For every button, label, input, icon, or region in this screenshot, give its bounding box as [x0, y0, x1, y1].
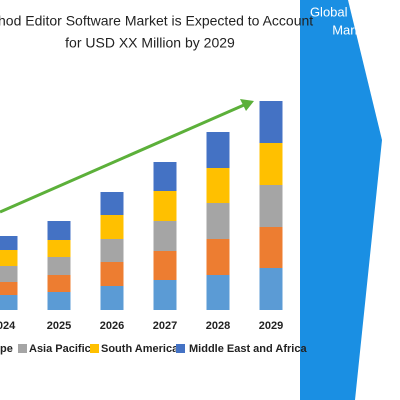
bar-segment	[0, 295, 18, 310]
bar-segment	[206, 168, 230, 203]
legend-label: South America	[101, 343, 179, 355]
x-tick-label: 024	[0, 320, 16, 332]
x-tick-label: 2029	[259, 320, 283, 332]
panel-text: Market, B	[332, 22, 388, 37]
bar-segment	[259, 185, 283, 227]
bar-segment	[153, 251, 177, 280]
legend-label: pe	[0, 343, 13, 355]
bar-segment	[153, 162, 177, 191]
legend-swatch	[176, 344, 185, 353]
x-tick-label: 2028	[206, 320, 230, 332]
bar-segment	[47, 221, 71, 240]
bar-segment	[0, 250, 18, 266]
bar-segment	[100, 239, 124, 262]
arrow-head	[240, 99, 254, 111]
legend-swatch	[90, 344, 99, 353]
legend-label: Middle East and Africa	[189, 343, 307, 355]
bar-segment	[153, 280, 177, 310]
bar-segment	[100, 215, 124, 239]
bar-segment	[100, 286, 124, 310]
bar-segment	[153, 191, 177, 221]
bar-segment	[100, 192, 124, 215]
bar-segment	[47, 292, 71, 310]
bar-segment	[0, 266, 18, 282]
bar-segment	[206, 203, 230, 239]
bar-segment	[259, 101, 283, 143]
bar-segment	[259, 268, 283, 310]
panel-text: Global Input	[310, 4, 380, 19]
legend-swatch	[18, 344, 27, 353]
bar-segment	[153, 221, 177, 251]
chart-title: for USD XX Million by 2029	[65, 35, 235, 51]
bar-segment	[47, 257, 71, 275]
bar-segment	[0, 236, 18, 250]
bar-segment	[206, 275, 230, 310]
legend-label: Asia Pacific	[29, 343, 91, 355]
bar-segment	[206, 132, 230, 168]
bar-segment	[100, 262, 124, 286]
chart-title: hod Editor Software Market is Expected t…	[0, 13, 313, 29]
x-tick-label: 2027	[153, 320, 177, 332]
bar-segment	[206, 239, 230, 275]
bar-segment	[259, 227, 283, 268]
bar-segment	[0, 282, 18, 295]
bar-segment	[47, 275, 71, 292]
bar-segment	[259, 143, 283, 185]
x-tick-label: 2025	[47, 320, 71, 332]
x-tick-label: 2026	[100, 320, 124, 332]
bar-segment	[47, 240, 71, 257]
trend-arrow	[0, 103, 245, 214]
side-panel	[300, 0, 382, 400]
